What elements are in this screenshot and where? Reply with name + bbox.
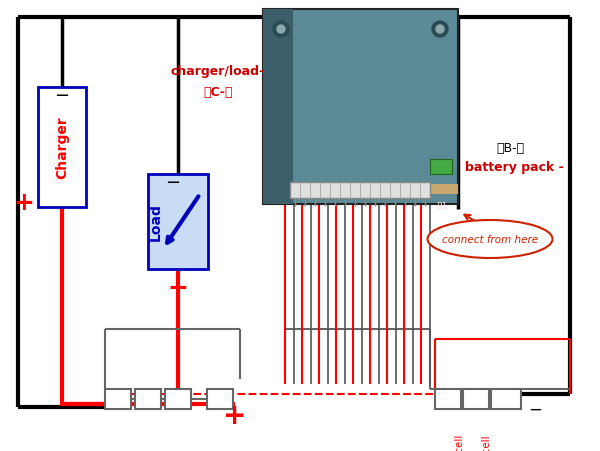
Text: Load: Load	[149, 203, 163, 241]
FancyBboxPatch shape	[135, 389, 161, 409]
FancyBboxPatch shape	[263, 10, 458, 205]
FancyBboxPatch shape	[491, 389, 521, 409]
Text: −: −	[166, 174, 181, 192]
FancyBboxPatch shape	[290, 183, 430, 198]
Text: （B-）: （B-）	[496, 141, 524, 154]
FancyBboxPatch shape	[463, 389, 489, 409]
Ellipse shape	[427, 221, 553, 258]
Text: +: +	[223, 401, 247, 429]
Text: B1-: B1-	[436, 202, 450, 211]
Text: −: −	[528, 400, 542, 418]
Text: connect from here: connect from here	[442, 235, 538, 244]
FancyBboxPatch shape	[430, 160, 452, 175]
Circle shape	[432, 22, 448, 38]
Circle shape	[277, 26, 285, 34]
Circle shape	[273, 22, 289, 38]
Text: charger/load-: charger/load-	[171, 65, 265, 78]
FancyBboxPatch shape	[207, 389, 233, 409]
Text: +: +	[167, 276, 188, 299]
FancyBboxPatch shape	[38, 88, 86, 207]
Text: 2cd cell: 2cd cell	[455, 434, 465, 451]
Circle shape	[436, 26, 444, 34]
FancyBboxPatch shape	[263, 184, 458, 194]
FancyBboxPatch shape	[148, 175, 208, 269]
FancyBboxPatch shape	[105, 389, 131, 409]
FancyBboxPatch shape	[435, 389, 461, 409]
Text: +: +	[14, 191, 34, 215]
Text: −: −	[55, 87, 70, 105]
Text: 1st cell: 1st cell	[482, 434, 492, 451]
FancyBboxPatch shape	[263, 10, 293, 205]
Text: Charger: Charger	[55, 116, 69, 179]
Text: （C-）: （C-）	[203, 85, 233, 98]
FancyBboxPatch shape	[165, 389, 191, 409]
Text: battery pack -: battery pack -	[465, 161, 564, 174]
